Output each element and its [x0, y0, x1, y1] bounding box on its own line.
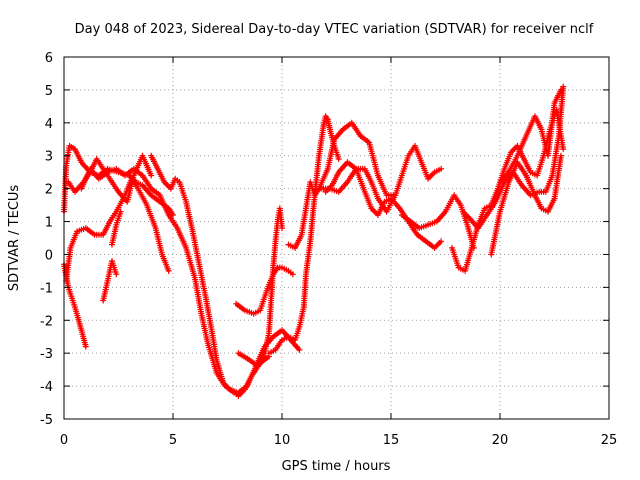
x-tick-label: 5: [169, 433, 177, 448]
series-sat-n-markers: [322, 159, 445, 251]
series-sat-o-markers: [398, 192, 477, 251]
y-tick-label: -1: [40, 281, 53, 296]
y-tick-label: -2: [40, 314, 53, 329]
y-tick-label: 6: [45, 51, 53, 66]
series-sat-j-markers: [235, 205, 285, 370]
series-sat-f-markers: [148, 152, 303, 396]
chart-title: Day 048 of 2023, Sidereal Day-to-day VTE…: [75, 22, 594, 37]
series-sat-q-markers: [459, 83, 567, 232]
y-tick-label: -3: [40, 347, 53, 362]
x-tick-label: 25: [601, 433, 618, 448]
series-sat-g-markers: [100, 258, 120, 304]
y-tick-label: -4: [40, 380, 53, 395]
y-tick-label: 1: [45, 216, 53, 231]
y-tick-labels: -5 -4 -3 -2 -1 0 1 2 3 4 5 6: [40, 51, 53, 428]
grid: [64, 57, 609, 419]
series-sat-r-markers: [488, 152, 564, 258]
y-tick-label: 4: [45, 117, 53, 132]
x-axis-label: GPS time / hours: [282, 459, 391, 474]
x-tick-label: 15: [383, 433, 400, 448]
axis-ticks: [63, 56, 610, 420]
series-sat-s-markers: [497, 86, 564, 186]
plot-frame: [63, 56, 610, 420]
y-axis-label: SDTVAR / TECUs: [7, 185, 22, 292]
series-sat-k-markers: [265, 113, 342, 357]
series-sat-i-markers: [233, 264, 296, 317]
x-tick-labels: 0 5 10 15 20 25: [60, 433, 617, 448]
data-traces: [61, 83, 567, 399]
y-tick-label: 3: [45, 150, 53, 165]
y-tick-label: 5: [45, 84, 53, 99]
x-tick-label: 10: [274, 433, 291, 448]
y-tick-label: 2: [45, 183, 53, 198]
series-sat-l-markers: [285, 119, 399, 251]
x-tick-label: 20: [492, 433, 509, 448]
x-tick-label: 0: [60, 433, 68, 448]
y-tick-label: -5: [40, 413, 53, 428]
y-tick-label: 0: [45, 248, 53, 263]
series-sat-h-markers: [109, 208, 124, 248]
